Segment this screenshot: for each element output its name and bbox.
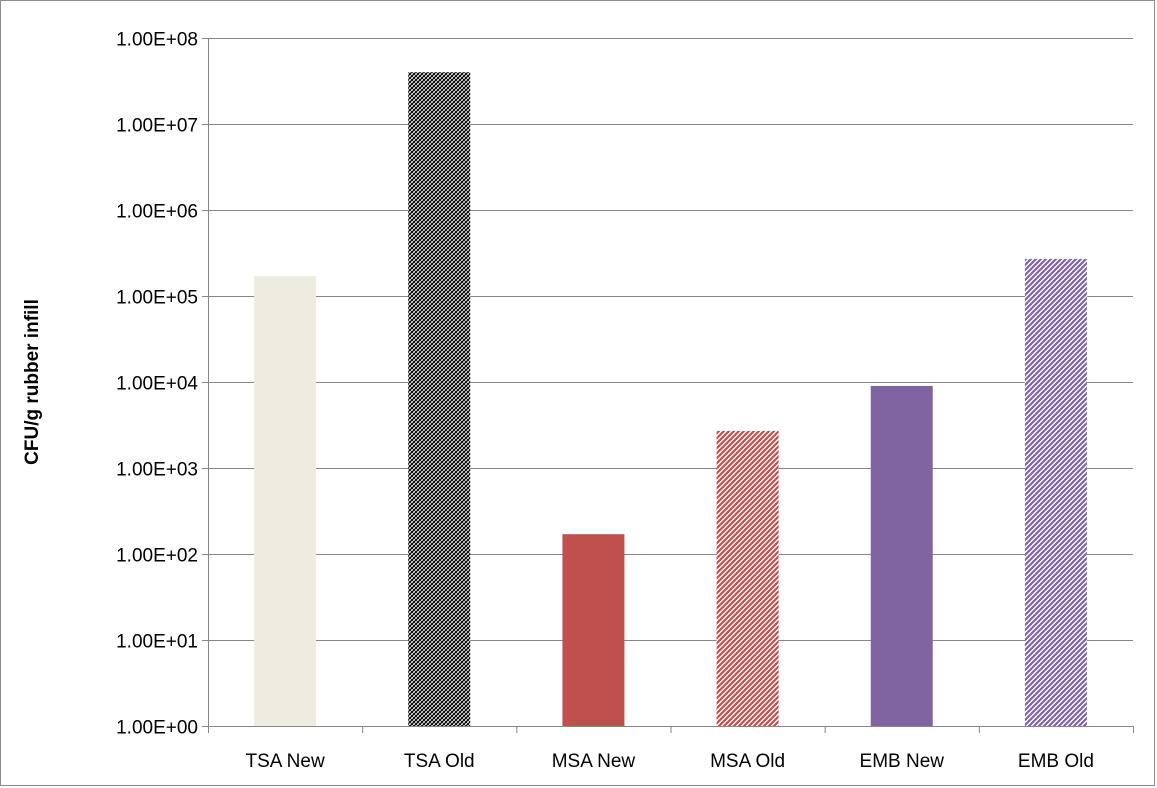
bars — [254, 72, 1087, 726]
bar-msa-old — [716, 430, 779, 726]
y-tick-label: 1.00E+07 — [116, 116, 198, 137]
x-tick-label: MSA Old — [710, 751, 785, 772]
bar-tsa-old — [408, 72, 471, 726]
y-tick-label: 1.00E+02 — [116, 546, 198, 567]
bar-tsa-new — [254, 276, 317, 726]
y-tick-labels: 1.00E+00 1.00E+01 1.00E+02 1.00E+03 1.00E+04… — [116, 30, 198, 739]
y-tick-label: 1.00E+06 — [116, 202, 198, 223]
y-tick-label: 1.00E+00 — [116, 718, 198, 739]
y-tick-label: 1.00E+08 — [116, 30, 198, 51]
bar-emb-old — [1024, 258, 1087, 726]
bar-msa-new — [562, 534, 625, 726]
x-tick-label: TSA New — [245, 751, 324, 772]
x-tick-label: EMB Old — [1018, 751, 1094, 772]
x-tick-label: TSA Old — [404, 751, 475, 772]
x-tick-label: MSA New — [552, 751, 636, 772]
y-tick-label: 1.00E+04 — [116, 374, 198, 395]
axes — [202, 38, 1134, 733]
bar-emb-new — [870, 385, 933, 726]
x-tick-labels: TSA New TSA Old MSA New MSA Old EMB New EMB O… — [245, 751, 1093, 772]
y-tick-label: 1.00E+05 — [116, 288, 198, 309]
y-tick-label: 1.00E+01 — [116, 632, 198, 653]
x-tick-label: EMB New — [860, 751, 945, 772]
gridlines — [208, 38, 1133, 727]
y-tick-label: 1.00E+03 — [116, 460, 198, 481]
y-axis-title: CFU/g rubber infill — [22, 299, 43, 465]
